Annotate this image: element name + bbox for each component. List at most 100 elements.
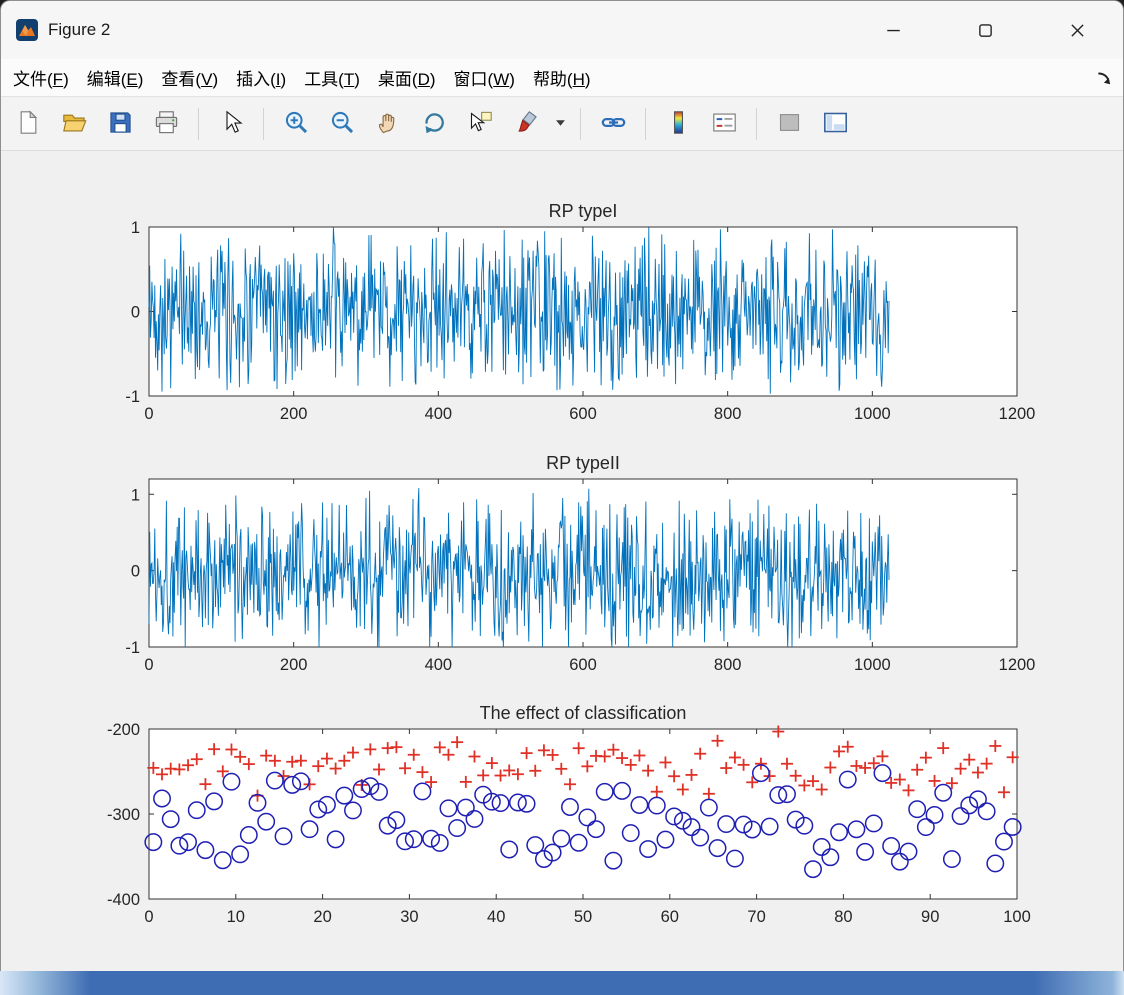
menu-item-f[interactable]: 文件(F) [13, 70, 69, 89]
taskbar-strip [0, 971, 1124, 995]
brush-data-icon [513, 109, 540, 139]
x-tick-label: 0 [144, 656, 153, 674]
series-rp-type2-signal [148, 488, 890, 648]
x-tick-label: 0 [144, 908, 153, 926]
edit-plot-pointer-button[interactable] [212, 105, 250, 143]
show-plot-tools-icon [822, 109, 849, 139]
link-plot-icon [600, 109, 627, 139]
toolbar-separator [580, 107, 581, 140]
zoom-in-button[interactable] [277, 105, 315, 143]
x-tick-label: 400 [425, 656, 453, 674]
toolbar-separator [645, 107, 646, 140]
menu-item-d[interactable]: 桌面(D) [377, 70, 436, 89]
data-cursor-button[interactable] [461, 105, 499, 143]
save-figure-button[interactable] [101, 105, 139, 143]
x-tick-label: 1200 [999, 405, 1036, 423]
maximize-button[interactable] [939, 1, 1031, 59]
x-tick-label: 800 [714, 405, 742, 423]
zoom-out-button[interactable] [323, 105, 361, 143]
series-class-type2 [144, 764, 1022, 879]
x-tick-label: 1200 [999, 656, 1036, 674]
menu-item-t[interactable]: 工具(T) [304, 70, 360, 89]
toolbar-separator [198, 107, 199, 140]
x-tick-label: 200 [280, 656, 308, 674]
insert-colorbar-button[interactable] [659, 105, 697, 143]
y-tick-label: 0 [131, 563, 140, 581]
toolbar-separator [756, 107, 757, 140]
rotate-3d-icon [421, 109, 448, 139]
brush-dropdown-button[interactable] [553, 105, 567, 143]
pan-hand-button[interactable] [369, 105, 407, 143]
y-tick-label: 1 [131, 486, 140, 504]
y-tick-label: -1 [125, 639, 140, 657]
y-tick-label: 1 [131, 219, 140, 237]
menu-item-e[interactable]: 编辑(E) [86, 70, 144, 89]
menu-item-i[interactable]: 插入(I) [236, 70, 287, 89]
edit-plot-pointer-icon [218, 109, 245, 139]
x-tick-label: 70 [747, 908, 765, 926]
series-rp-type1-signal [148, 226, 890, 394]
axes-box [148, 226, 1018, 397]
menu-item-h[interactable]: 帮助(H) [532, 70, 591, 89]
link-plot-button[interactable] [594, 105, 632, 143]
brush-data-button[interactable] [507, 105, 545, 143]
toolbar [1, 97, 1123, 151]
figure-canvas: 0 200 400 600 800 1000 1200 1 0 -1 RP typeI 0 200 400… [1, 151, 1123, 972]
zoom-in-icon [283, 109, 310, 139]
x-tick-label: 400 [425, 405, 453, 423]
minimize-button[interactable] [847, 1, 939, 59]
x-tick-label: 1000 [854, 656, 891, 674]
pan-hand-icon [375, 109, 402, 139]
x-tick-label: 80 [834, 908, 852, 926]
save-figure-icon [107, 109, 134, 139]
axes-box [148, 478, 1018, 648]
close-button[interactable] [1031, 1, 1123, 59]
menu-item-v[interactable]: 查看(V) [161, 70, 219, 89]
x-tick-label: 0 [144, 405, 153, 423]
zoom-out-icon [329, 109, 356, 139]
x-tick-label: 10 [227, 908, 245, 926]
insert-legend-icon [711, 109, 738, 139]
new-file-button[interactable] [9, 105, 47, 143]
menu-bar: 文件(F) 编辑(E) 查看(V) 插入(I) 工具(T) 桌面(D) 窗口(W) 帮助(H) [1, 59, 1123, 97]
chart-title: RP typeII [546, 453, 620, 473]
x-tick-label: 40 [487, 908, 505, 926]
menu-items: 文件(F) 编辑(E) 查看(V) 插入(I) 工具(T) 桌面(D) 窗口(W) 帮助(H) [13, 65, 591, 90]
minimize-icon [886, 29, 900, 31]
y-tick-label: -300 [107, 806, 140, 824]
print-figure-icon [153, 109, 180, 139]
insert-legend-button[interactable] [705, 105, 743, 143]
x-tick-label: 600 [569, 656, 597, 674]
chart-title: RP typeI [549, 201, 618, 221]
menu-item-w[interactable]: 窗口(W) [453, 70, 515, 89]
x-tick-label: 100 [1003, 908, 1031, 926]
titlebar[interactable]: Figure 2 [1, 1, 1123, 59]
x-tick-label: 50 [574, 908, 592, 926]
x-tick-label: 30 [400, 908, 418, 926]
axes-2: 0 10 20 30 40 50 60 70 80 90 100 -200 -300 -400 The ef… [107, 703, 1031, 926]
print-figure-button[interactable] [147, 105, 185, 143]
y-tick-label: -400 [107, 891, 140, 909]
open-folder-button[interactable] [55, 105, 93, 143]
rotate-3d-button[interactable] [415, 105, 453, 143]
figure-window: Figure 2 文件(F) 编辑(E) 查看(V) 插入(I) 工具(T) 桌面(D) 窗… [0, 0, 1124, 973]
hide-plot-tools-button[interactable] [770, 105, 808, 143]
y-tick-label: -200 [107, 721, 140, 739]
matlab-figure-icon [15, 18, 39, 42]
x-tick-label: 800 [714, 656, 742, 674]
close-icon [1070, 23, 1084, 37]
window-controls [847, 1, 1123, 59]
x-tick-label: 200 [280, 405, 308, 423]
dock-figure-icon[interactable] [1095, 69, 1113, 87]
series-class-type1 [147, 725, 1019, 802]
insert-colorbar-icon [665, 109, 692, 139]
maximize-icon [978, 23, 992, 37]
hide-plot-tools-icon [776, 109, 803, 139]
show-plot-tools-button[interactable] [816, 105, 854, 143]
new-file-icon [15, 109, 42, 139]
axes-box [148, 728, 1018, 900]
